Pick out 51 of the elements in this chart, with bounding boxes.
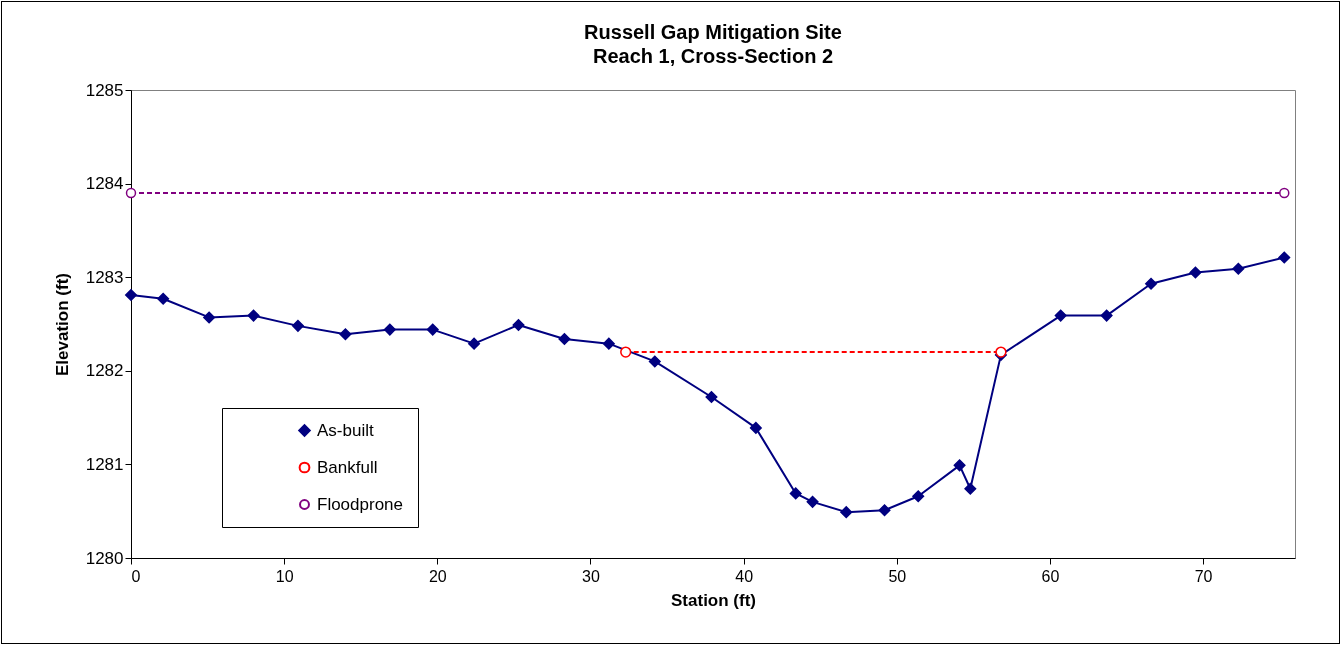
point: [964, 482, 977, 495]
point: [468, 337, 481, 350]
point: [648, 355, 661, 368]
x-tick-label: 40: [735, 567, 754, 585]
x-tick-label: 20: [428, 567, 447, 585]
point: [203, 311, 216, 324]
x-tick-label: 10: [275, 567, 294, 585]
point: [1232, 262, 1245, 275]
y-tick-label: 1284: [85, 174, 124, 194]
legend-label: Bankfull: [317, 457, 378, 477]
point: [749, 421, 762, 434]
y-tick-label: 1282: [85, 361, 124, 381]
point: [1279, 187, 1290, 199]
y-axis-title: Elevation (ft): [52, 273, 72, 376]
point: [620, 346, 632, 358]
point: [247, 309, 260, 322]
point: [878, 504, 891, 517]
point: [840, 506, 853, 519]
point: [157, 292, 170, 305]
legend-label: Floodprone: [317, 494, 404, 514]
point: [125, 187, 137, 199]
point: [953, 459, 966, 472]
point: [1145, 277, 1158, 290]
y-tick-label: 1285: [85, 80, 124, 100]
x-axis-title: Station (ft): [671, 590, 756, 610]
point: [1278, 251, 1291, 264]
point: [512, 318, 525, 331]
x-tick-label: 30: [582, 567, 600, 585]
x-tick-label: 70: [1194, 567, 1213, 585]
point: [426, 323, 439, 336]
point: [806, 495, 819, 508]
point: [602, 337, 615, 350]
point: [558, 332, 571, 345]
x-tick-label: 50: [888, 567, 907, 585]
point: [1100, 309, 1113, 322]
point: [1054, 309, 1067, 322]
point: [912, 490, 925, 503]
y-tick-label: 1283: [85, 267, 124, 287]
point: [339, 328, 352, 341]
y-tick-label: 1281: [85, 454, 124, 474]
chart-title: Russell Gap Mitigation Site Reach 1, Cross-Section 2: [584, 21, 842, 67]
point: [291, 319, 304, 332]
x-tick-label: 0: [131, 567, 141, 585]
y-tick-label: 1280: [85, 548, 124, 568]
point: [789, 487, 802, 500]
point: [1189, 266, 1202, 279]
legend-label: As-built: [317, 420, 374, 440]
point: [125, 288, 137, 301]
point: [705, 391, 718, 403]
point: [383, 323, 396, 336]
x-tick-label: 60: [1041, 567, 1060, 585]
